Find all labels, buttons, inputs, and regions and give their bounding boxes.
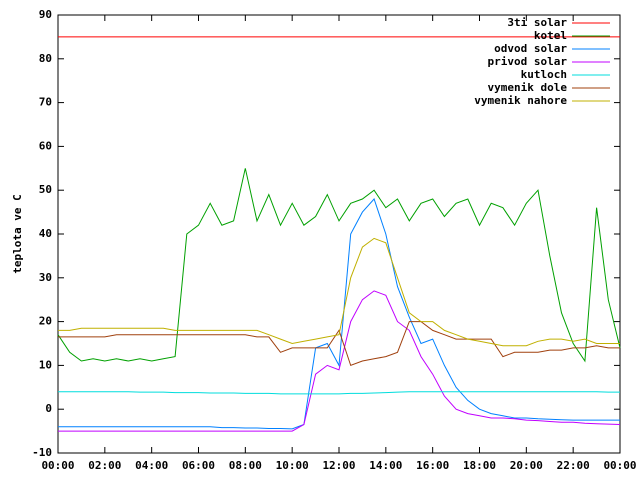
x-tick-label: 22:00: [557, 459, 590, 472]
y-tick-label: 80: [39, 52, 52, 65]
x-tick-label: 20:00: [510, 459, 543, 472]
series-line: [58, 198, 620, 430]
y-tick-label: 30: [39, 271, 52, 284]
x-tick-label: 16:00: [416, 459, 449, 472]
legend-label: vymenik nahore: [474, 94, 567, 107]
legend-label: odvod solar: [494, 42, 567, 55]
x-tick-label: 00:00: [41, 459, 74, 472]
x-tick-label: 18:00: [463, 459, 496, 472]
x-tick-label: 02:00: [88, 459, 121, 472]
x-tick-label: 14:00: [369, 459, 402, 472]
series-line: [58, 290, 621, 432]
y-axis-label: teplota ve C: [11, 194, 24, 273]
x-tick-label: 12:00: [322, 459, 355, 472]
y-tick-label: 20: [39, 315, 52, 328]
series-line: [58, 237, 620, 347]
legend-label: kutloch: [521, 68, 567, 81]
legend-label: 3ti solar: [507, 16, 567, 29]
y-tick-label: 50: [39, 183, 52, 196]
y-tick-label: 90: [39, 8, 52, 21]
y-tick-label: 70: [39, 96, 52, 109]
x-tick-label: 06:00: [182, 459, 215, 472]
series-line: [58, 321, 620, 367]
series-line: [58, 391, 620, 395]
y-tick-label: 60: [39, 139, 52, 152]
legend-label: privod solar: [488, 55, 568, 68]
y-tick-label: -10: [32, 446, 52, 459]
y-tick-label: 10: [39, 358, 52, 371]
y-tick-label: 0: [45, 402, 52, 415]
x-tick-label: 10:00: [276, 459, 309, 472]
series-line: [57, 168, 621, 363]
x-tick-label: 04:00: [135, 459, 168, 472]
y-tick-label: 40: [39, 227, 52, 240]
x-tick-label: 08:00: [229, 459, 262, 472]
legend-label: kotel: [534, 29, 567, 42]
x-tick-label: 00:00: [603, 459, 636, 472]
legend-label: vymenik dole: [488, 81, 568, 94]
